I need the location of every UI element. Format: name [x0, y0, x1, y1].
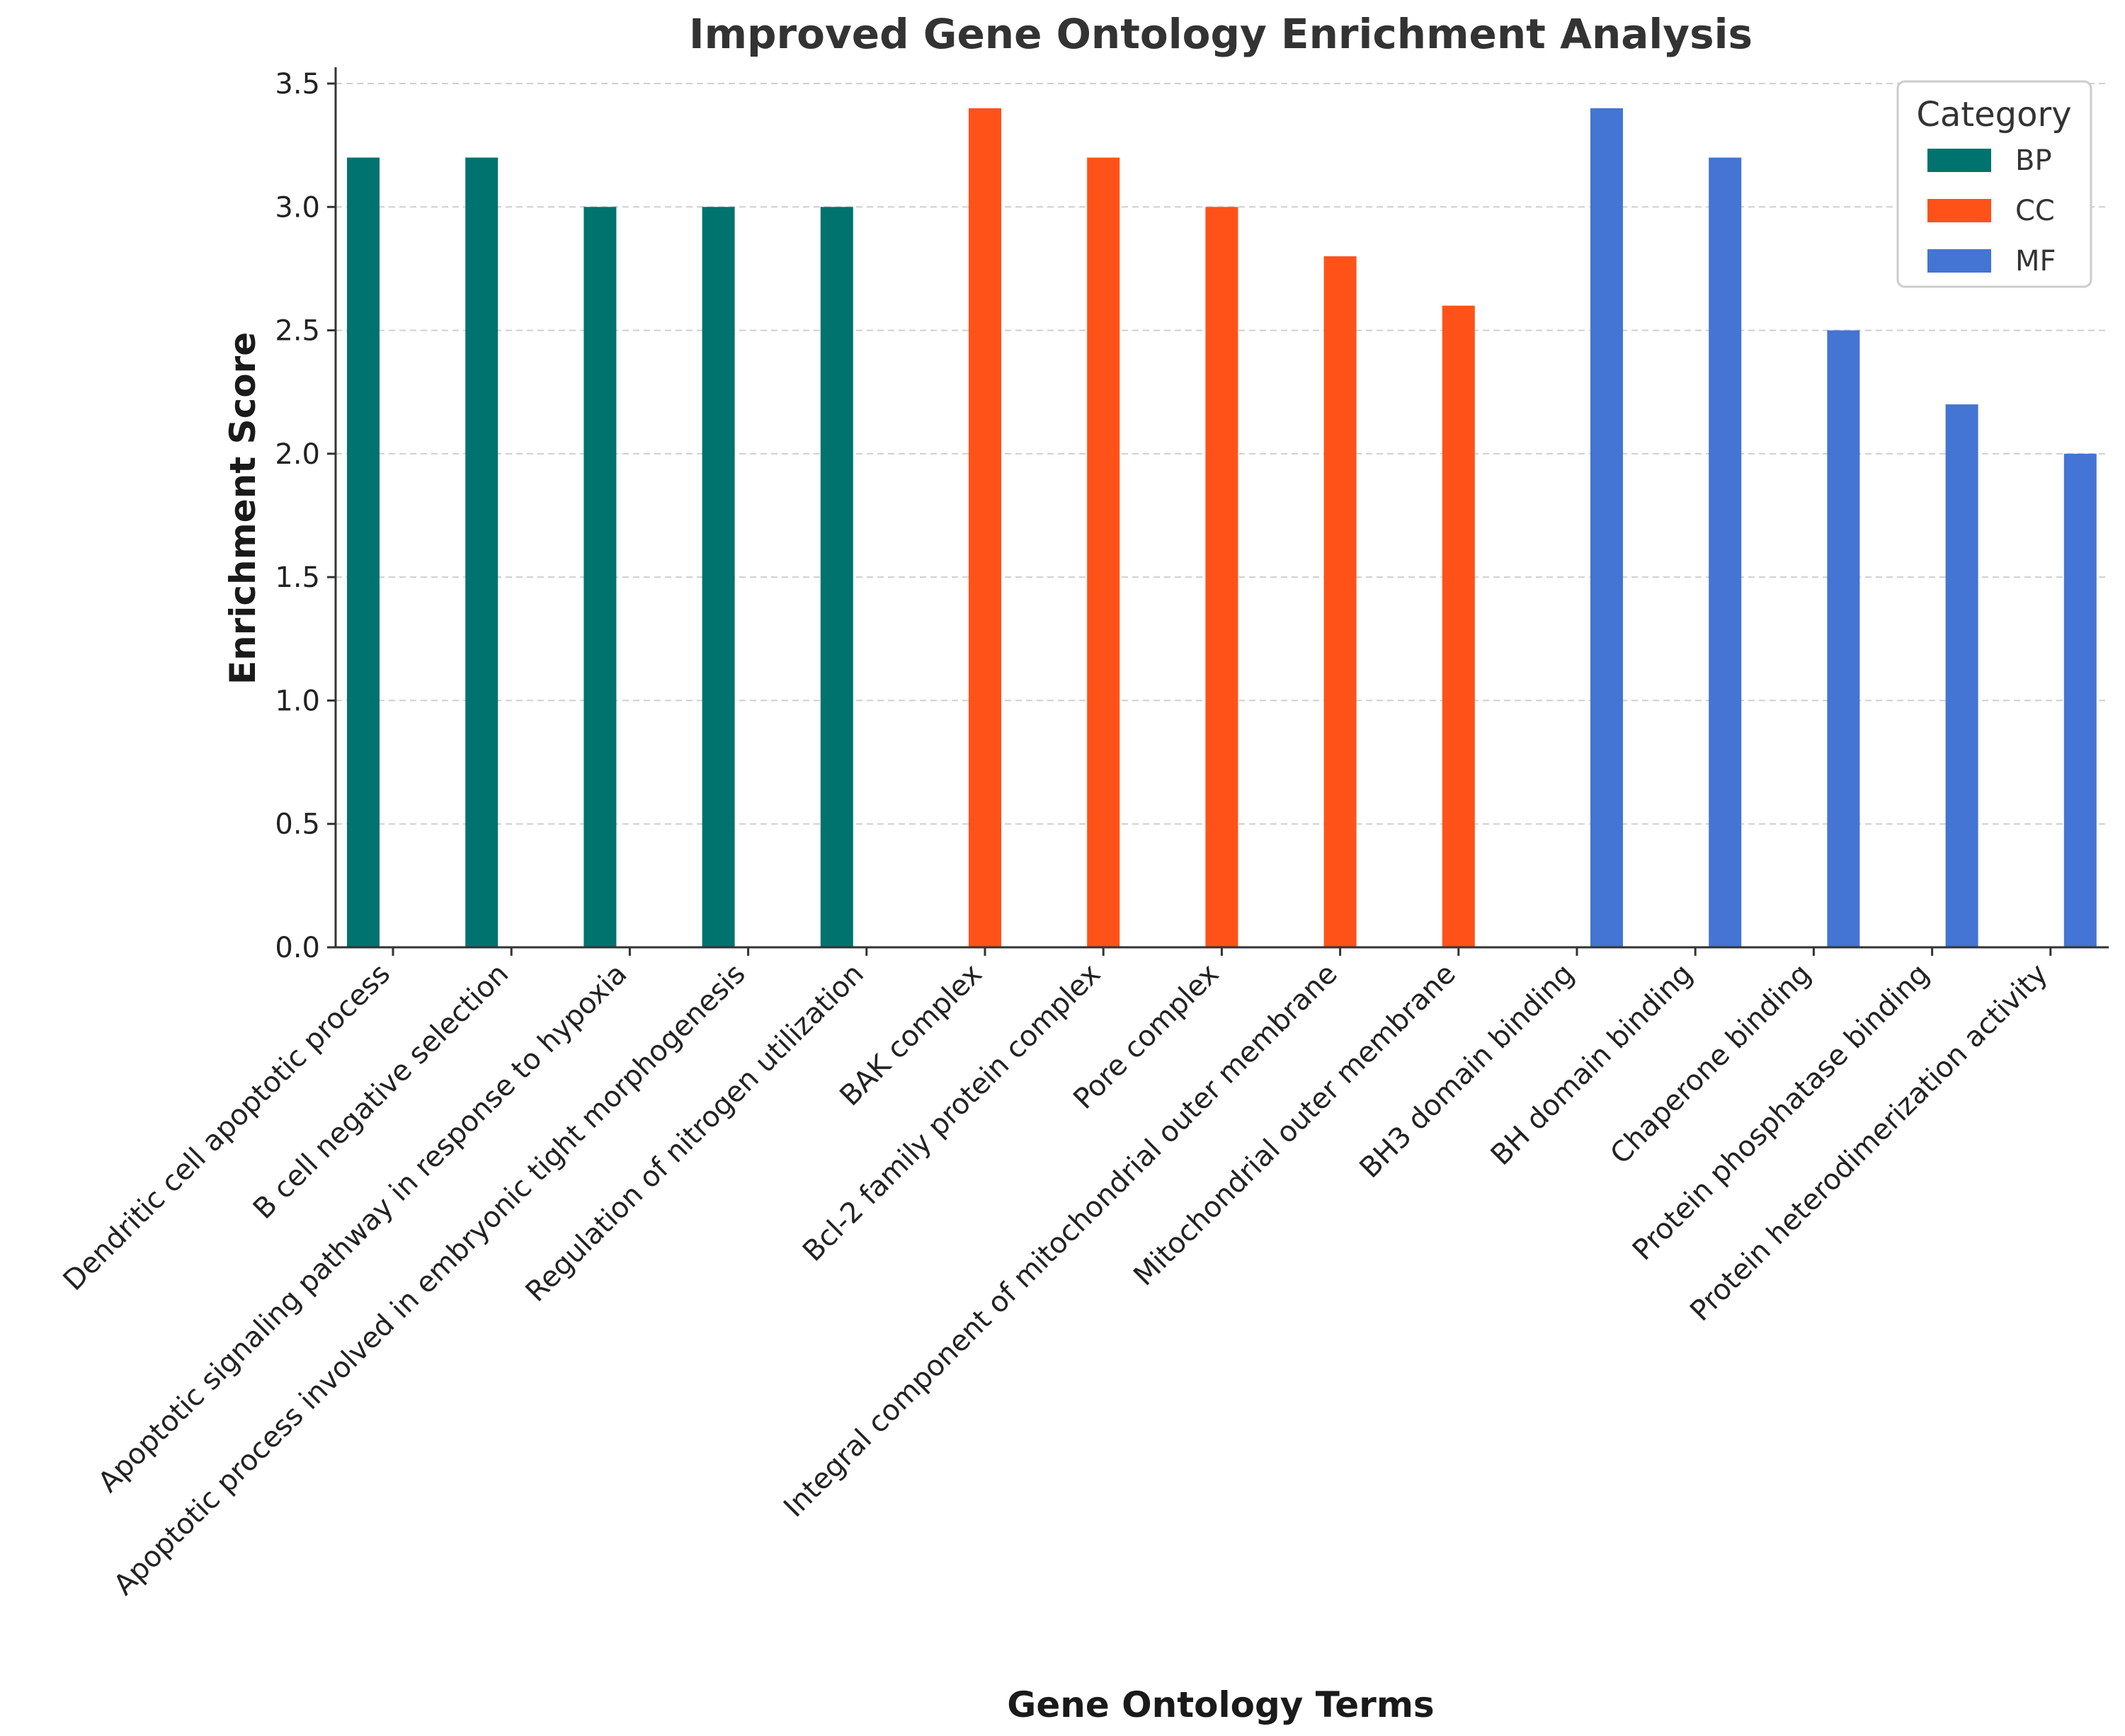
bar-cc	[1442, 305, 1475, 947]
bar-bp	[702, 207, 735, 948]
legend-label-mf: MF	[2015, 245, 2056, 278]
legend-frame	[1896, 80, 2092, 288]
legend-label-bp: BP	[2015, 144, 2052, 177]
legend-title: Category	[1916, 95, 2071, 135]
x-tick-label: B cell negative selection	[247, 958, 515, 1226]
bar-cc	[969, 108, 1001, 947]
y-tick-label: 1.0	[275, 685, 320, 717]
y-tick-label: 1.5	[275, 561, 320, 594]
y-tick-label: 0.5	[275, 809, 320, 841]
x-tick-label: Chaperone binding	[1605, 958, 1818, 1171]
bar-bp	[583, 207, 617, 948]
bar-bp	[347, 157, 380, 948]
y-tick-label: 3.0	[275, 191, 320, 224]
y-tick-label: 0.0	[275, 932, 320, 964]
legend-swatch-bp	[1927, 149, 1991, 172]
x-tick-label: BH3 domain binding	[1354, 958, 1581, 1185]
bar-bp	[820, 207, 853, 948]
y-tick-label: 3.5	[275, 68, 320, 101]
bar-mf	[1709, 157, 1742, 948]
bar-cc	[1205, 207, 1238, 948]
y-axis-label: Enrichment Score	[222, 332, 263, 685]
bar-mf	[1590, 108, 1623, 947]
y-tick-label: 2.5	[275, 315, 320, 348]
legend-swatch-cc	[1927, 199, 1991, 222]
chart-title: Improved Gene Ontology Enrichment Analys…	[689, 10, 1753, 58]
bar-mf	[1827, 330, 1860, 948]
y-tick-label: 2.0	[275, 438, 320, 471]
legend-label-cc: CC	[2015, 195, 2055, 227]
bar-bp	[465, 157, 499, 948]
bar-cc	[1323, 256, 1357, 947]
x-tick-label: Integral component of mitochondrial oute…	[777, 958, 1344, 1524]
y-tick-labels: 0.0 0.5 1.0 1.5 2.0 2.5 3.0 3.5	[275, 68, 336, 964]
x-tick-label: Apoptotic signaling pathway in response …	[92, 958, 633, 1499]
bars	[347, 108, 2097, 948]
legend-swatch-mf	[1927, 249, 1991, 273]
bar-mf	[2063, 453, 2097, 947]
bar-mf	[1945, 404, 1978, 947]
x-tick-label: BH domain binding	[1485, 958, 1699, 1172]
x-axis-label: Gene Ontology Terms	[1007, 1684, 1434, 1725]
bar-cc	[1087, 157, 1120, 948]
legend-items: BP CC MF	[1927, 144, 2056, 278]
legend: Category BP CC MF	[1896, 80, 2092, 288]
